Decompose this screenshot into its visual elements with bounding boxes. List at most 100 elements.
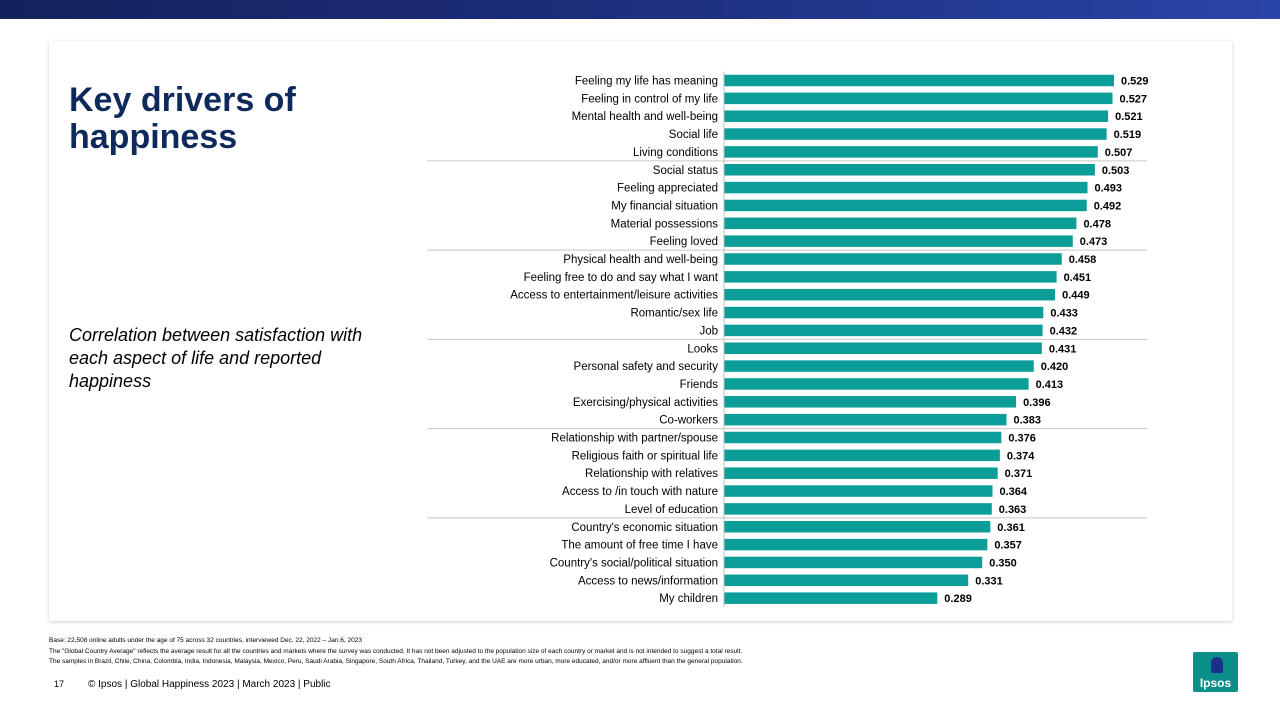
value-label: 0.364 bbox=[1000, 486, 1028, 498]
value-label: 0.289 bbox=[944, 593, 972, 605]
footnote-base: Base: 22,508 online adults under the age… bbox=[49, 637, 362, 644]
category-label: Level of education bbox=[625, 504, 718, 516]
bar bbox=[724, 217, 1077, 230]
bar bbox=[724, 74, 1114, 87]
ipsos-logo: Ipsos bbox=[1193, 652, 1238, 692]
category-label: Feeling free to do and say what I want bbox=[524, 272, 719, 284]
bar bbox=[724, 556, 983, 569]
bar bbox=[724, 431, 1002, 444]
value-label: 0.432 bbox=[1050, 325, 1078, 337]
category-label: Personal safety and security bbox=[574, 361, 719, 373]
category-label: Feeling my life has meaning bbox=[575, 76, 718, 88]
value-label: 0.458 bbox=[1069, 254, 1097, 266]
category-label: Feeling appreciated bbox=[617, 183, 718, 195]
logo-text: Ipsos bbox=[1199, 676, 1232, 690]
bar bbox=[724, 413, 1007, 426]
bar bbox=[724, 449, 1000, 462]
bar bbox=[724, 181, 1088, 194]
value-label: 0.357 bbox=[994, 540, 1022, 552]
value-label: 0.431 bbox=[1049, 343, 1077, 355]
category-label: Looks bbox=[687, 343, 718, 355]
footer-text: © Ipsos | Global Happiness 2023 | March … bbox=[88, 679, 331, 690]
value-label: 0.473 bbox=[1080, 236, 1108, 248]
bar bbox=[724, 342, 1042, 354]
footnotes: Base: 22,508 online adults under the age… bbox=[49, 636, 1149, 668]
value-label: 0.396 bbox=[1023, 397, 1051, 409]
value-label: 0.376 bbox=[1008, 433, 1036, 445]
category-label: Physical health and well-being bbox=[563, 254, 718, 266]
category-label: Relationship with partner/spouse bbox=[551, 433, 718, 445]
value-label: 0.493 bbox=[1094, 183, 1122, 195]
category-label: Access to news/information bbox=[578, 575, 718, 587]
bar bbox=[724, 128, 1107, 140]
bar bbox=[724, 592, 938, 604]
value-label: 0.420 bbox=[1041, 361, 1069, 373]
category-label: Mental health and well-being bbox=[572, 111, 718, 123]
value-label: 0.478 bbox=[1083, 218, 1111, 230]
value-label: 0.363 bbox=[999, 504, 1027, 516]
value-label: 0.529 bbox=[1121, 76, 1149, 88]
category-label: Co-workers bbox=[659, 415, 718, 427]
page-title: Key drivers of happiness bbox=[69, 81, 296, 156]
category-label: Job bbox=[699, 325, 718, 337]
bar bbox=[724, 324, 1043, 337]
logo-mark-icon bbox=[1211, 657, 1223, 673]
bar bbox=[724, 164, 1095, 176]
bar bbox=[724, 378, 1029, 390]
value-label: 0.449 bbox=[1062, 290, 1090, 302]
category-label: Exercising/physical activities bbox=[573, 397, 718, 409]
category-label: Social life bbox=[669, 129, 718, 141]
category-label: The amount of free time I have bbox=[561, 540, 718, 552]
bar bbox=[724, 538, 988, 551]
value-label: 0.413 bbox=[1036, 379, 1064, 391]
bar bbox=[724, 92, 1113, 105]
category-label: Material possessions bbox=[611, 218, 719, 230]
category-label: Country's social/political situation bbox=[550, 557, 718, 569]
bar bbox=[724, 271, 1057, 283]
bar bbox=[724, 467, 998, 479]
value-label: 0.527 bbox=[1120, 93, 1148, 105]
value-label: 0.451 bbox=[1064, 272, 1092, 284]
bar bbox=[724, 485, 993, 497]
chart-subtitle: Correlation between satisfaction with ea… bbox=[69, 325, 363, 391]
bar bbox=[724, 360, 1034, 372]
category-label: My children bbox=[659, 593, 718, 605]
category-label: Romantic/sex life bbox=[630, 308, 718, 320]
category-label: Religious faith or spiritual life bbox=[572, 450, 718, 462]
value-label: 0.383 bbox=[1014, 415, 1042, 427]
category-label: Social status bbox=[653, 165, 718, 177]
category-label: My financial situation bbox=[611, 200, 718, 212]
bar bbox=[724, 521, 991, 533]
bar bbox=[724, 253, 1062, 265]
category-label: Feeling in control of my life bbox=[581, 93, 718, 105]
bar bbox=[724, 503, 992, 515]
value-label: 0.331 bbox=[975, 575, 1003, 587]
footnote-samples: The samples in Brazil, Chile, China, Col… bbox=[49, 658, 743, 665]
bar bbox=[724, 288, 1056, 301]
bar bbox=[724, 235, 1073, 247]
value-label: 0.521 bbox=[1115, 111, 1143, 123]
category-label: Access to /in touch with nature bbox=[562, 486, 718, 498]
bar bbox=[724, 146, 1098, 158]
top-banner bbox=[0, 0, 1280, 19]
page-number: 17 bbox=[54, 679, 65, 689]
category-label: Access to entertainment/leisure activiti… bbox=[510, 290, 718, 302]
category-label: Living conditions bbox=[633, 147, 718, 159]
value-label: 0.519 bbox=[1114, 129, 1142, 141]
value-label: 0.503 bbox=[1102, 165, 1130, 177]
value-label: 0.350 bbox=[989, 557, 1017, 569]
category-label: Relationship with relatives bbox=[585, 468, 718, 480]
bar bbox=[724, 306, 1044, 319]
bar bbox=[724, 396, 1017, 408]
bar bbox=[724, 574, 969, 587]
value-label: 0.374 bbox=[1007, 450, 1035, 462]
value-label: 0.371 bbox=[1005, 468, 1033, 480]
category-label: Friends bbox=[680, 379, 719, 391]
value-label: 0.433 bbox=[1050, 308, 1078, 320]
value-label: 0.507 bbox=[1105, 147, 1133, 159]
category-label: Feeling loved bbox=[650, 236, 718, 248]
footer: 17 © Ipsos | Global Happiness 2023 | Marc… bbox=[54, 679, 331, 690]
bar bbox=[724, 110, 1109, 122]
footnote-average: The "Global Country Average" reflects th… bbox=[49, 647, 743, 655]
